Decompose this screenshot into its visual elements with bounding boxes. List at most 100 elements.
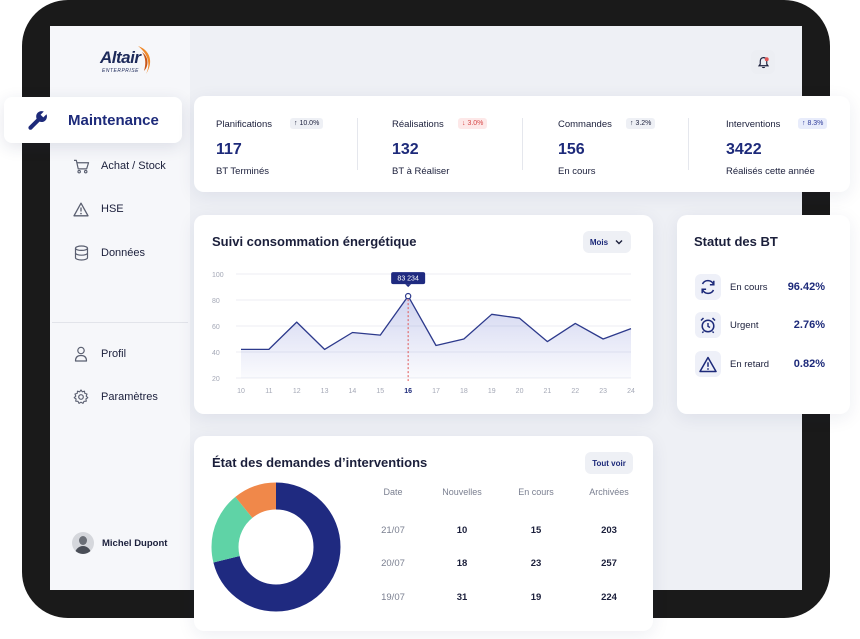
sidebar-item-profil[interactable]: Profil [72,345,126,363]
data-point [602,338,604,340]
donut-slice [211,482,341,612]
sidebar-item-achat-stock[interactable]: Achat / Stock [72,157,166,175]
series-area [241,296,631,378]
user-name: Michel Dupont [102,537,168,549]
statut-label: Urgent [730,319,759,331]
stat-value: 117 [216,141,242,158]
sidebar-item-parametres[interactable]: Paramètres [72,388,158,406]
brand-logo[interactable]: Altair ENTERPRISE [98,44,158,84]
y-tick-label: 20 [212,376,220,383]
interventions-donut-chart[interactable] [211,482,341,612]
divider [357,118,358,170]
card-title: État des demandes d’interventions [212,455,428,470]
table-cell-archivees: 257 [601,558,617,569]
sidebar-item-label: Profil [101,348,127,360]
stat-label: Planifications [216,119,272,130]
column-header: Nouvelles [442,487,482,497]
sidebar-item-label: HSE [101,203,124,215]
bell-icon [757,56,769,68]
y-tick-label: 100 [212,272,224,279]
x-tick-label: 12 [293,388,301,395]
data-point [546,341,548,343]
x-tick-label: 24 [627,388,635,395]
statut-label: En retard [730,358,770,370]
x-tick-label: 19 [488,388,496,395]
trend-badge: ↑ 3.2% [626,118,656,129]
x-tick-label: 20 [516,388,524,395]
card-title: Statut des BT [694,234,778,249]
statut-row-urgent[interactable]: Urgent 2.76% [695,312,825,338]
x-tick-label: 10 [237,388,245,395]
chevron-down-icon [615,240,623,245]
column-header: Archivées [589,487,629,497]
stat-label: Réalisations [392,119,444,130]
y-tick-label: 80 [212,298,220,305]
sidebar-item-label: Achat / Stock [101,160,166,172]
see-all-button[interactable]: Tout voir [585,452,633,474]
logo-text: Altair [100,48,141,67]
statut-value: 0.82% [793,358,825,370]
tooltip-arrow [405,284,412,288]
data-point [296,321,298,323]
x-tick-label: 13 [321,388,329,395]
x-tick-label: 21 [544,388,552,395]
statut-value: 2.76% [793,319,825,331]
statut-row-en-cours[interactable]: En cours 96.42% [695,274,825,300]
refresh-icon [695,274,721,300]
gear-icon [72,388,90,406]
user-profile[interactable]: Michel Dupont [72,532,167,554]
stat-sub: BT à Réaliser [392,166,450,177]
x-tick-label: 18 [460,388,468,395]
column-header: En cours [518,487,554,497]
table-cell-nouvelles: 10 [456,525,468,536]
period-select[interactable]: Mois [583,231,631,253]
warning-icon [72,200,90,218]
sidebar-item-maintenance[interactable]: Maintenance [4,97,182,143]
statut-value: 96.42% [787,281,825,293]
avatar [72,532,94,554]
stat-label: Interventions [726,119,781,130]
table-cell-date: 21/07 [381,525,405,536]
table-cell-en-cours: 23 [530,558,542,569]
stats-card: Planifications ↑ 10.0% 117 BT Terminés R… [194,96,850,192]
data-point [324,348,326,350]
stat-value: 156 [558,141,585,158]
table-cell-en-cours: 15 [530,525,542,536]
alarm-clock-icon [695,312,721,338]
stat-value: 132 [392,141,419,158]
energy-line-chart[interactable]: 100 80 60 40 20 10 11 12 13 14 15 16 17 18 19 20 21 22 23 2… [194,215,653,414]
user-icon [72,345,90,363]
see-all-label: Tout voir [592,458,626,468]
statut-row-en-retard[interactable]: En retard 0.82% [695,351,825,377]
logo-subtext: ENTERPRISE [102,68,139,74]
interventions-card: État des demandes d’interventions Tout v… [194,436,653,631]
sidebar-item-hse[interactable]: HSE [72,200,124,218]
statut-label: En cours [730,281,768,293]
x-tick-label: 11 [265,388,272,395]
sidebar-item-donnees[interactable]: Données [72,244,145,262]
data-point [379,334,381,336]
table-cell-date: 20/07 [381,558,405,569]
stat-label: Commandes [558,119,612,130]
data-point [435,345,437,347]
column-header: Date [383,487,403,497]
table-cell-date: 19/07 [381,592,405,603]
data-point [463,338,465,340]
card-title: Suivi consommation énergétique [212,234,417,249]
x-tick-label: 23 [599,388,607,395]
data-point [268,348,270,350]
tooltip-box [391,272,426,285]
stat-sub: Réalisés cette année [726,166,815,177]
table-cell-archivees: 203 [601,525,617,536]
logo-swoosh-icon [138,46,151,74]
data-point [630,328,632,330]
notification-bell-button[interactable] [751,50,775,74]
statut-bt-card: Statut des BT En cours 96.42% Urgent 2.7… [677,215,850,414]
warning-icon [695,351,721,377]
sidebar-item-label: Données [101,247,146,259]
energy-chart-card: Suivi consommation énergétique Mois 100 8… [194,215,653,414]
table-cell-archivees: 224 [601,592,617,603]
wrench-icon [28,111,47,130]
sidebar-divider [52,322,188,323]
y-tick-label: 40 [212,350,220,357]
